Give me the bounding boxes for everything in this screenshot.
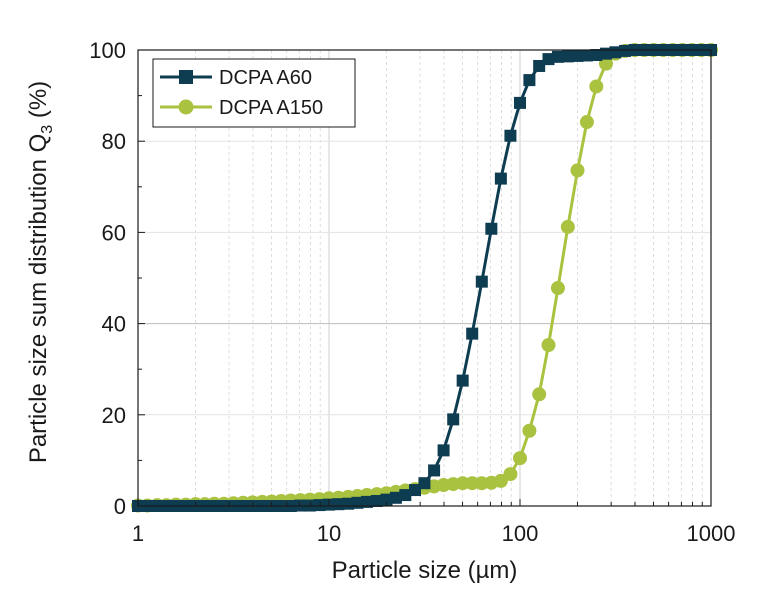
data-point-dcpa-a60 bbox=[418, 477, 431, 490]
data-point-dcpa-a60 bbox=[551, 50, 564, 63]
data-point-dcpa-a150 bbox=[503, 467, 518, 482]
data-point-dcpa-a60 bbox=[360, 495, 373, 508]
data-point-dcpa-a60 bbox=[580, 49, 593, 62]
y-axis-title-subscript: 3 bbox=[39, 125, 56, 134]
data-point-dcpa-a150 bbox=[560, 219, 575, 234]
data-point-dcpa-a60 bbox=[609, 46, 622, 59]
legend-label-dcpa-a150: DCPA A150 bbox=[219, 97, 323, 119]
data-point-dcpa-a60 bbox=[313, 499, 326, 512]
legend-marker-dcpa-a60 bbox=[179, 70, 193, 84]
data-point-dcpa-a60 bbox=[475, 275, 488, 288]
legend-entry-dcpa-a150: DCPA A150 bbox=[160, 97, 323, 119]
x-tick-labels: 1 10 100 1000 bbox=[132, 521, 736, 546]
legend-marker-dcpa-a150 bbox=[178, 99, 194, 115]
data-point-dcpa-a60 bbox=[466, 327, 479, 340]
y-tick-label: 80 bbox=[102, 129, 126, 154]
data-point-dcpa-a60 bbox=[514, 96, 526, 109]
data-point-dcpa-a60 bbox=[533, 59, 546, 72]
x-tick-label: 10 bbox=[317, 521, 341, 546]
data-point-dcpa-a60 bbox=[342, 497, 355, 510]
series-dcpa-a60 bbox=[132, 44, 717, 512]
y-axis-title-unit: (%) bbox=[25, 81, 52, 125]
data-point-dcpa-a60 bbox=[542, 53, 555, 66]
y-tick-label: 0 bbox=[114, 494, 126, 519]
data-point-dcpa-a60 bbox=[380, 493, 393, 506]
data-point-dcpa-a60 bbox=[399, 489, 412, 502]
y-tick-label: 40 bbox=[102, 312, 126, 337]
data-point-dcpa-a150 bbox=[541, 338, 556, 353]
data-point-dcpa-a60 bbox=[523, 74, 536, 87]
data-point-dcpa-a60 bbox=[456, 374, 469, 387]
data-point-dcpa-a60 bbox=[332, 498, 345, 511]
data-point-dcpa-a60 bbox=[485, 222, 498, 235]
ticks bbox=[138, 49, 703, 507]
data-point-dcpa-a150 bbox=[550, 281, 565, 296]
y-axis-title: Particle size sum distribution Q3 (%) bbox=[25, 81, 56, 463]
y-tick-label: 20 bbox=[102, 403, 126, 428]
data-point-dcpa-a150 bbox=[522, 423, 537, 438]
data-point-dcpa-a150 bbox=[465, 476, 480, 491]
data-point-dcpa-a60 bbox=[447, 413, 460, 426]
data-point-dcpa-a60 bbox=[590, 49, 603, 62]
x-tick-label: 1000 bbox=[687, 521, 736, 546]
legend-label-dcpa-a60: DCPA A60 bbox=[219, 67, 312, 89]
data-point-dcpa-a60 bbox=[437, 444, 450, 457]
data-point-dcpa-a60 bbox=[408, 484, 421, 497]
data-point-dcpa-a60 bbox=[494, 172, 507, 185]
data-point-dcpa-a60 bbox=[504, 129, 517, 142]
y-tick-labels: 0 20 40 60 80 100 bbox=[89, 38, 126, 519]
data-point-dcpa-a150 bbox=[532, 387, 547, 402]
data-point-dcpa-a150 bbox=[513, 451, 527, 466]
data-point-dcpa-a60 bbox=[619, 44, 632, 57]
x-tick-label: 100 bbox=[502, 521, 539, 546]
data-point-dcpa-a150 bbox=[598, 56, 613, 71]
data-point-dcpa-a60 bbox=[428, 464, 441, 477]
grid bbox=[138, 50, 711, 506]
data-point-dcpa-a60 bbox=[389, 491, 402, 504]
data-point-dcpa-a150 bbox=[589, 79, 604, 94]
x-tick-label: 1 bbox=[132, 521, 144, 546]
data-point-dcpa-a60 bbox=[571, 49, 584, 62]
legend-entry-dcpa-a60: DCPA A60 bbox=[160, 67, 312, 89]
x-axis-title: Particle size (µm) bbox=[332, 557, 518, 584]
y-tick-label: 100 bbox=[89, 38, 126, 63]
legend: DCPA A60 DCPA A150 bbox=[152, 58, 356, 128]
data-point-dcpa-a150 bbox=[579, 115, 594, 130]
data-point-dcpa-a60 bbox=[599, 47, 612, 60]
data-point-dcpa-a60 bbox=[370, 494, 383, 507]
y-axis-title-main: Particle size sum distribution Q bbox=[25, 134, 52, 463]
data-point-dcpa-a150 bbox=[570, 163, 585, 178]
data-point-dcpa-a60 bbox=[561, 50, 574, 63]
y-tick-label: 60 bbox=[102, 220, 126, 245]
